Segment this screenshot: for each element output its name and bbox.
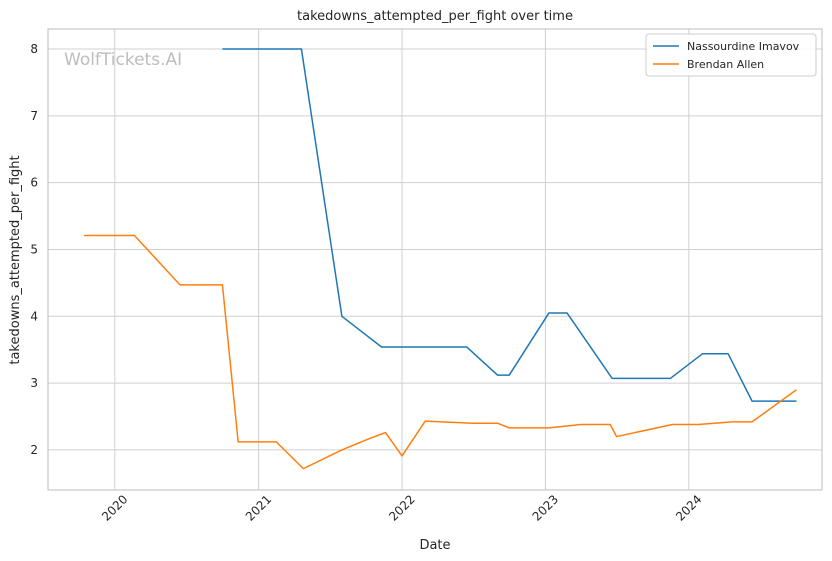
y-axis-label: takedowns_attempted_per_fight [8, 155, 23, 364]
y-tick-label: 3 [30, 376, 38, 390]
series-2-point [221, 284, 223, 286]
series-2-point [179, 284, 181, 286]
plot-area [48, 29, 822, 490]
series-2-point [83, 234, 85, 236]
series-line-2 [84, 234, 797, 470]
series-2-point [133, 234, 135, 236]
series-2-point [508, 427, 510, 429]
series-2-point [795, 389, 797, 391]
y-tick-label: 4 [30, 309, 38, 323]
chart-title: takedowns_attempted_per_fight over time [297, 9, 573, 24]
plot-frame [47, 28, 823, 491]
series-2-point [731, 421, 733, 423]
series-1-point [381, 346, 383, 348]
series-1-point [496, 374, 498, 376]
series-2-point [401, 455, 403, 457]
series-1-point [548, 312, 550, 314]
series-line-1 [222, 48, 797, 402]
series-1-point [341, 315, 343, 317]
y-tick-label: 6 [30, 176, 38, 190]
watermark: WolfTickets.AI [64, 50, 182, 70]
legend-label-series-1: Nassourdine Imavov [687, 40, 800, 53]
series-2-point [751, 421, 753, 423]
series-1-point [611, 377, 613, 379]
series-2-point [609, 424, 611, 426]
legend: Nassourdine Imavov Brendan Allen [645, 33, 817, 77]
series-2-point [697, 424, 699, 426]
x-axis-label: Date [419, 538, 450, 553]
series-2-point [275, 441, 277, 443]
series-1-point [508, 374, 510, 376]
y-tick-label: 8 [30, 42, 38, 56]
series-2-point [580, 424, 582, 426]
series-1-point [300, 48, 302, 50]
series-2-point [302, 468, 304, 470]
series-2-point [616, 436, 618, 438]
series-1-point [221, 48, 223, 50]
y-tick-label: 5 [30, 242, 38, 256]
series-2-point [548, 427, 550, 429]
legend-box [645, 33, 817, 77]
series-2-point [472, 422, 474, 424]
y-tick-label: 7 [30, 109, 38, 123]
series-2-point [384, 432, 386, 434]
series-1-point [669, 377, 671, 379]
series-1-point [751, 400, 753, 402]
series-lines [83, 48, 797, 470]
series-2-point [368, 438, 370, 440]
series-1-point [566, 312, 568, 314]
series-2-point [237, 441, 239, 443]
series-1-point [702, 353, 704, 355]
series-2-point [496, 422, 498, 424]
series-2-point [671, 424, 673, 426]
legend-label-series-2: Brendan Allen [687, 58, 764, 71]
series-1-point [727, 353, 729, 355]
series-1-point [466, 346, 468, 348]
y-tick-label: 2 [30, 443, 38, 457]
series-2-point [341, 449, 343, 451]
series-1-point [795, 400, 797, 402]
series-2-point [424, 420, 426, 422]
